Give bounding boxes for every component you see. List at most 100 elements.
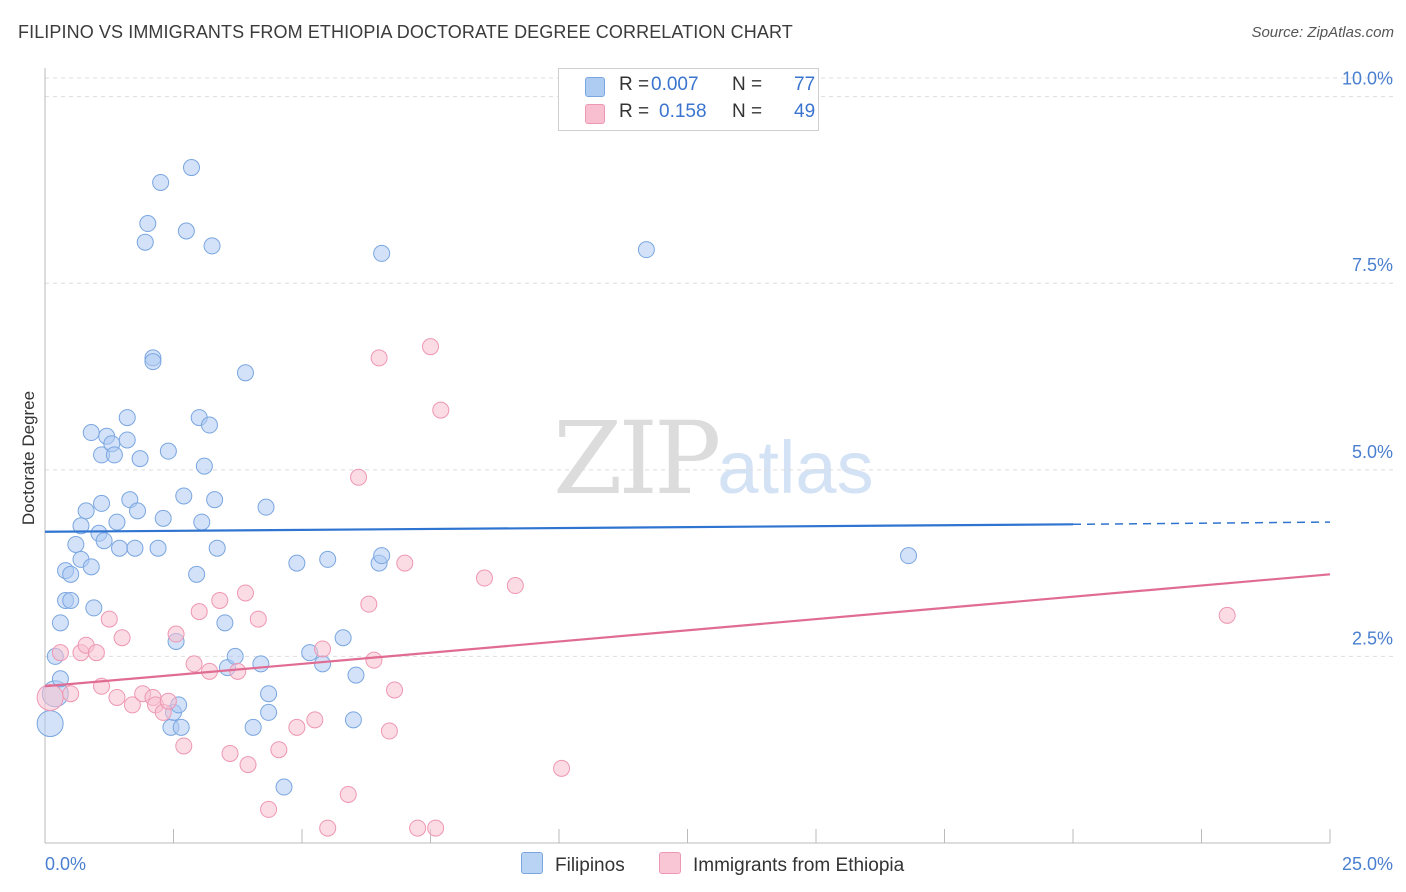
bottom-legend-filipinos: Filipinos — [521, 852, 625, 877]
data-point — [373, 547, 391, 565]
x-tick-label-min: 0.0% — [45, 854, 86, 874]
trend-line-series-1 — [44, 573, 1331, 688]
data-point — [260, 800, 278, 818]
data-point — [152, 173, 170, 191]
data-point — [85, 599, 103, 617]
data-point — [229, 662, 247, 680]
data-point — [108, 688, 126, 706]
axes — [44, 68, 1331, 844]
data-point — [113, 629, 131, 647]
data-point — [77, 502, 95, 520]
data-point — [36, 683, 64, 711]
x-tick-label-max: 25.0% — [1342, 854, 1393, 874]
data-point — [637, 241, 655, 259]
data-point — [82, 424, 100, 442]
data-point — [82, 558, 100, 576]
data-point — [288, 718, 306, 736]
data-point — [193, 513, 211, 531]
data-point — [188, 565, 206, 583]
data-point — [422, 338, 439, 356]
tick-labels: 2.5% 5.0% 7.5% 10.0% 0.0% 25.0% — [45, 69, 1393, 874]
data-point — [339, 785, 357, 803]
data-point — [373, 244, 391, 262]
data-point — [257, 498, 275, 516]
data-point — [136, 233, 154, 251]
data-point — [126, 539, 144, 557]
data-point — [177, 222, 195, 240]
data-point — [105, 446, 123, 464]
data-point — [409, 819, 427, 837]
data-point — [118, 409, 136, 427]
data-point — [314, 655, 332, 673]
data-point — [175, 487, 193, 505]
data-point — [167, 625, 185, 643]
data-point — [211, 591, 229, 609]
data-point — [182, 159, 200, 177]
bottom-legend-label-ethiopia: Immigrants from Ethiopia — [693, 855, 905, 876]
data-point — [260, 685, 278, 703]
data-point — [62, 591, 80, 609]
data-point — [1218, 606, 1236, 624]
data-point — [131, 450, 149, 468]
watermark-atlas: atlas — [717, 426, 874, 509]
data-point — [386, 681, 404, 699]
y-tick-label: 10.0% — [1342, 69, 1393, 89]
data-point — [203, 237, 221, 255]
data-point — [319, 550, 337, 568]
trend-line-extension-series-0 — [1072, 521, 1331, 526]
data-point — [221, 744, 239, 762]
data-point — [87, 644, 105, 662]
y-tick-label: 2.5% — [1352, 628, 1393, 648]
legend-n-label: N = — [732, 101, 763, 122]
series-0-points — [36, 159, 918, 796]
data-point — [123, 696, 141, 714]
data-point — [239, 756, 257, 774]
data-point — [275, 778, 293, 796]
data-point — [154, 509, 172, 527]
data-point — [432, 401, 450, 419]
legend-r-label: R = — [619, 101, 650, 122]
data-point — [553, 759, 571, 777]
data-point — [344, 711, 362, 729]
data-point — [175, 737, 193, 755]
data-points — [36, 159, 1236, 837]
data-point — [427, 819, 445, 837]
data-point — [252, 655, 270, 673]
data-point — [260, 703, 278, 721]
y-tick-label: 7.5% — [1352, 255, 1393, 275]
data-point — [51, 670, 69, 688]
data-point — [72, 517, 90, 535]
data-point — [111, 539, 129, 557]
data-point — [206, 491, 224, 509]
data-point — [100, 610, 118, 628]
trend-lines — [44, 521, 1331, 688]
bottom-legend-swatch-filipinos — [521, 852, 543, 874]
data-point — [360, 595, 378, 613]
data-point — [118, 431, 136, 449]
data-point — [475, 569, 493, 587]
series-1-points — [36, 338, 1236, 837]
data-point — [226, 647, 244, 665]
data-point — [93, 494, 111, 512]
bottom-legend-swatch-ethiopia — [659, 852, 681, 874]
bottom-legend-label-filipinos: Filipinos — [555, 855, 625, 876]
data-point — [200, 416, 218, 434]
data-point — [62, 565, 80, 583]
trend-line-series-0 — [44, 523, 1074, 533]
legend-r-value: 0.007 — [651, 74, 699, 95]
data-point — [51, 614, 69, 632]
data-point — [95, 532, 113, 550]
data-point — [334, 629, 352, 647]
data-point — [350, 468, 368, 486]
data-point — [306, 711, 324, 729]
data-point — [380, 722, 398, 740]
data-point — [314, 640, 332, 658]
zipatlas-watermark: ZIPatlas — [553, 400, 874, 517]
data-point — [67, 535, 85, 553]
legend-n-value: 77 — [794, 74, 816, 95]
data-point — [51, 644, 69, 662]
data-point — [195, 457, 213, 475]
data-point — [139, 215, 157, 233]
y-axis-label: Doctorate Degree — [19, 391, 38, 525]
chart-title: FILIPINO VS IMMIGRANTS FROM ETHIOPIA DOC… — [18, 22, 793, 42]
